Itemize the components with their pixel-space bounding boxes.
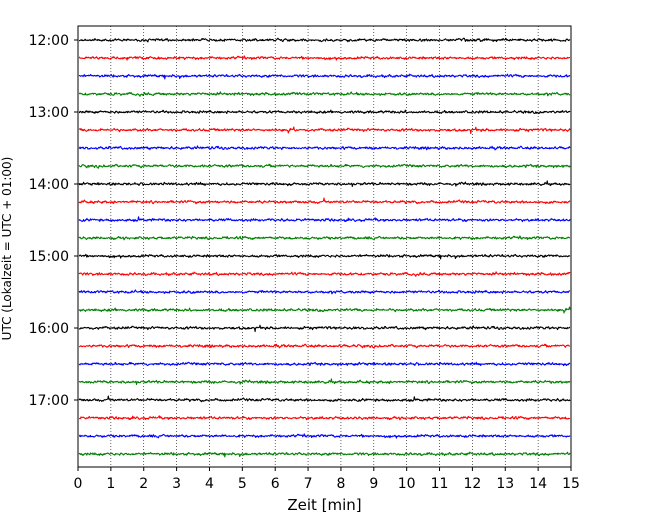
trace-1615 xyxy=(78,343,571,349)
x-tick-label: 13 xyxy=(496,476,514,492)
x-tick-label: 4 xyxy=(205,476,214,492)
trace-1345 xyxy=(78,163,571,169)
seismic-traces xyxy=(78,37,571,458)
x-tick-label: 9 xyxy=(369,476,378,492)
trace-1300 xyxy=(78,109,571,115)
x-tick-label: 0 xyxy=(74,476,83,492)
trace-1400 xyxy=(78,180,571,188)
y-axis-label: UTC (Lokalzeit = UTC + 01:00) xyxy=(0,157,14,341)
trace-1330 xyxy=(78,145,571,151)
x-tick-label: 11 xyxy=(431,476,449,492)
x-tick-label: 1 xyxy=(106,476,115,492)
trace-1600 xyxy=(78,324,571,333)
trace-1200 xyxy=(78,37,571,43)
trace-1745 xyxy=(78,451,571,458)
trace-1230 xyxy=(78,73,571,80)
y-tick-label: 15:00 xyxy=(29,249,69,265)
x-tick-label: 5 xyxy=(238,476,247,492)
trace-1715 xyxy=(78,415,571,421)
x-axis-ticks: 0 1 2 3 4 5 6 7 8 9 10 11 12 13 14 15 xyxy=(74,467,580,492)
y-tick-label: 13:00 xyxy=(29,105,69,121)
trace-1730 xyxy=(78,433,571,439)
y-axis-ticks: 12:00 13:00 14:00 15:00 16:00 17:00 xyxy=(29,33,78,409)
x-tick-label: 15 xyxy=(562,476,580,492)
x-tick-label: 3 xyxy=(172,476,181,492)
plot-frame xyxy=(77,25,572,468)
x-axis-label: Zeit [min] xyxy=(287,496,361,514)
x-tick-label: 14 xyxy=(529,476,547,492)
y-tick-label: 12:00 xyxy=(29,33,69,49)
trace-1430 xyxy=(78,216,571,223)
trace-1700 xyxy=(78,395,571,403)
y-tick-label: 16:00 xyxy=(29,321,69,337)
trace-1245 xyxy=(78,91,571,97)
trace-1445 xyxy=(78,235,571,241)
trace-1545 xyxy=(78,306,571,314)
x-tick-label: 10 xyxy=(398,476,416,492)
trace-1315 xyxy=(78,126,571,135)
x-tick-label: 7 xyxy=(304,476,313,492)
x-tick-label: 12 xyxy=(463,476,481,492)
trace-1500 xyxy=(78,253,571,260)
trace-1415 xyxy=(78,197,571,205)
x-tick-label: 6 xyxy=(271,476,280,492)
x-tick-label: 2 xyxy=(139,476,148,492)
y-tick-label: 17:00 xyxy=(29,393,69,409)
trace-1515 xyxy=(78,271,571,277)
trace-1215 xyxy=(78,55,571,61)
trace-1645 xyxy=(78,378,571,386)
trace-1530 xyxy=(78,289,571,295)
x-tick-label: 8 xyxy=(336,476,345,492)
y-tick-label: 14:00 xyxy=(29,177,69,193)
trace-1630 xyxy=(78,361,571,367)
